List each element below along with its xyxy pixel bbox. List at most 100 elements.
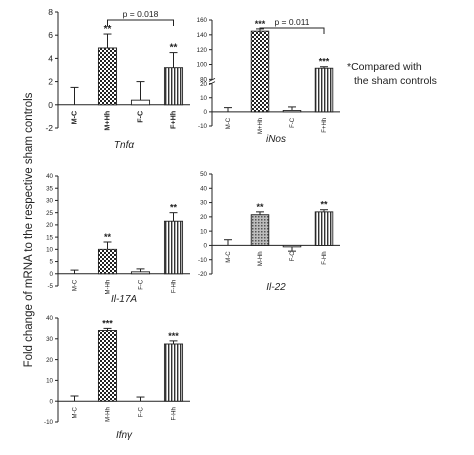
- y-tick-label: -10: [44, 419, 54, 426]
- significance-label: **: [170, 203, 178, 213]
- chart-panel: -2 0 2 4 6 8 M-C ** M+Hh F-C ** F+Hh p = 0.018 Tnfα: [45, 7, 190, 151]
- significance-label: **: [104, 24, 112, 35]
- category-label: F-C: [136, 111, 145, 123]
- y-tick-label: 20: [200, 214, 207, 221]
- gene-title: iNos: [266, 134, 286, 145]
- y-tick-label: 160: [197, 17, 208, 24]
- y-tick-label: 0: [50, 398, 54, 405]
- gene-title: Ifnγ: [116, 430, 133, 441]
- bar: [282, 110, 302, 113]
- y-tick-label: 30: [46, 198, 53, 205]
- bar: [314, 211, 334, 246]
- significance-label: ***: [255, 19, 266, 29]
- y-tick-label: 35: [46, 185, 53, 192]
- significance-label: **: [256, 202, 264, 212]
- y-tick-label: 120: [197, 47, 208, 54]
- y-tick-label: 2: [48, 77, 53, 87]
- y-tick-label: 10: [46, 378, 53, 385]
- y-tick-label: 50: [200, 171, 207, 178]
- y-tick-label: 0: [50, 271, 54, 278]
- y-tick-label: -10: [198, 123, 208, 130]
- y-tick-label: 0: [48, 100, 53, 110]
- p-value-label: p = 0.018: [123, 9, 159, 19]
- p-value-label: p = 0.011: [274, 17, 309, 27]
- y-tick-label: 8: [48, 7, 53, 17]
- category-label: M+Hh: [258, 118, 264, 134]
- y-tick-label: 20: [200, 81, 207, 88]
- category-label: F-C: [290, 117, 296, 128]
- chart-panel: -5 0 5 10 15 20 25 30 35 40 M-C ** M-Hh F-C ** F-Hh Il-1…: [46, 173, 190, 305]
- bar: [250, 214, 270, 246]
- significance-label: ***: [102, 318, 113, 328]
- footnote-line-2: the sham controls: [354, 75, 437, 87]
- significance-label: **: [170, 43, 178, 54]
- y-tick-label: 10: [46, 247, 53, 254]
- bar: [130, 99, 151, 106]
- chart-panel: -10 0 10 20 30 40 M-C *** M-Hh F-C *** F-Hh Ifnγ: [44, 315, 190, 441]
- y-tick-label: -10: [198, 257, 208, 264]
- y-tick-label: -2: [45, 123, 53, 133]
- y-tick-label: 25: [46, 210, 53, 217]
- category-label: M-C: [226, 117, 232, 129]
- y-tick-label: 100: [197, 62, 208, 69]
- bar: [163, 67, 184, 106]
- y-tick-label: 0: [204, 109, 208, 116]
- y-tick-label: 40: [200, 185, 207, 192]
- gene-title: Il-17A: [111, 294, 137, 305]
- bar: [97, 330, 118, 402]
- y-tick-label: 10: [200, 228, 207, 235]
- figure-ylabel: Fold change of mRNA to the respective sh…: [23, 92, 35, 367]
- y-tick-label: 20: [46, 222, 53, 229]
- category-label: M-Hh: [106, 407, 112, 422]
- category-label: F-Hh: [322, 251, 328, 264]
- category-label: F-C: [139, 407, 145, 418]
- y-tick-label: 20: [46, 357, 53, 364]
- bar: [163, 220, 184, 275]
- gene-title: Tnfα: [114, 140, 134, 151]
- footnote-line-1: *Compared with: [347, 61, 422, 73]
- category-label: F+Hh: [322, 118, 328, 133]
- category-label: M-Hh: [106, 280, 112, 295]
- y-tick-label: 140: [197, 32, 208, 39]
- significance-label: **: [320, 200, 328, 210]
- category-label: M-C: [73, 279, 79, 291]
- category-label: M-Hh: [258, 251, 264, 266]
- category-label: M-C: [73, 407, 79, 419]
- category-label: F+Hh: [169, 111, 178, 129]
- bar: [163, 343, 184, 402]
- y-tick-label: 80: [200, 77, 207, 84]
- significance-label: ***: [319, 57, 330, 67]
- y-tick-label: 40: [46, 315, 53, 322]
- gene-title: Il-22: [266, 282, 286, 293]
- y-tick-label: 10: [200, 95, 207, 102]
- y-tick-label: 30: [200, 200, 207, 207]
- p-value-bracket: [259, 27, 325, 34]
- y-tick-label: 30: [46, 336, 53, 343]
- significance-label: ***: [168, 331, 179, 341]
- y-tick-label: -20: [198, 271, 208, 278]
- bar: [97, 248, 118, 275]
- category-label: F-C: [139, 279, 145, 290]
- category-label: M-C: [70, 111, 79, 125]
- y-tick-label: 5: [50, 259, 54, 266]
- y-tick-label: 4: [48, 53, 53, 63]
- bar: [130, 271, 151, 275]
- y-tick-label: 6: [48, 30, 53, 40]
- bar: [97, 47, 118, 106]
- y-tick-label: 15: [46, 234, 53, 241]
- category-label: M+Hh: [103, 111, 112, 131]
- y-tick-label: 0: [204, 243, 208, 250]
- chart-panel: -20 -10 0 10 20 30 40 50 M-C ** M-Hh F-C ** F-Hh Il-22: [198, 171, 340, 293]
- bar: [314, 67, 334, 113]
- y-tick-label: 40: [46, 173, 53, 180]
- bar: [250, 30, 270, 113]
- category-label: F-C: [290, 251, 296, 262]
- category-label: F-Hh: [172, 280, 178, 293]
- significance-label: **: [104, 232, 112, 242]
- y-tick-label: -5: [47, 283, 53, 290]
- category-label: M-C: [226, 251, 232, 263]
